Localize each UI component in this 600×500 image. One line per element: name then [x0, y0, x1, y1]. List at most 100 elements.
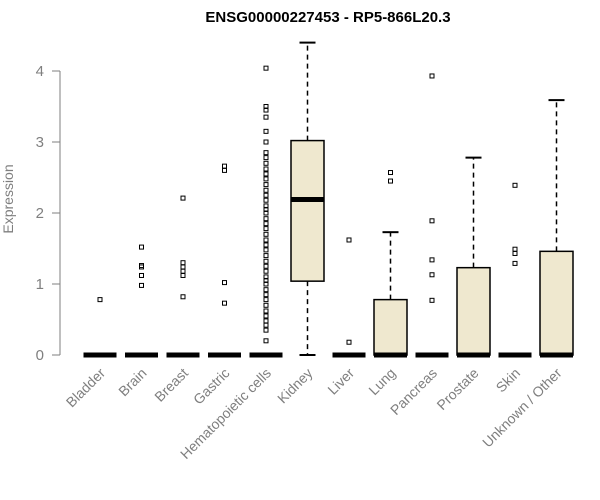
y-tick-label: 2	[36, 205, 44, 222]
outlier-point	[97, 297, 103, 303]
outlier-point	[263, 308, 269, 314]
outlier-point	[346, 339, 352, 345]
box-unknown-other	[539, 99, 574, 358]
outlier-point	[263, 274, 269, 280]
box-pancreas	[415, 73, 449, 358]
outlier-point	[263, 297, 269, 303]
box-body	[373, 298, 408, 356]
outlier-point	[263, 237, 269, 243]
outlier-point	[346, 237, 352, 243]
outlier-point	[222, 167, 227, 173]
outlier-point	[388, 178, 393, 184]
box-body	[290, 139, 325, 282]
outlier-point	[263, 65, 269, 71]
box-body	[456, 266, 491, 356]
outlier-point	[263, 216, 269, 222]
x-tick-label: Lung	[365, 365, 398, 398]
outlier-point	[512, 182, 518, 188]
outlier-point	[263, 287, 269, 293]
boxes	[83, 41, 574, 358]
outlier-point	[263, 327, 269, 333]
y-tick-label: 4	[36, 63, 44, 80]
y-tick-label: 3	[36, 134, 44, 151]
outlier-point	[263, 128, 269, 134]
outlier-point	[429, 272, 435, 278]
outlier-point	[180, 195, 186, 201]
y-tick-label: 0	[36, 347, 44, 364]
outlier-point	[263, 322, 269, 328]
x-tick-label: Unknown / Other	[479, 365, 565, 451]
outlier-point	[263, 187, 269, 193]
outlier-point	[263, 176, 269, 182]
outlier-point	[139, 272, 144, 278]
outlier-point	[263, 197, 269, 203]
outlier-point	[222, 163, 227, 169]
outlier-point	[263, 318, 269, 324]
x-tick-label: Skin	[493, 365, 524, 396]
outlier-point	[263, 242, 269, 248]
outlier-point	[263, 247, 269, 253]
outlier-point	[263, 338, 269, 344]
outlier-point	[512, 260, 518, 266]
outlier-point	[429, 297, 435, 303]
outlier-point	[263, 139, 269, 145]
outlier-point	[263, 155, 269, 161]
outlier-point	[139, 264, 144, 270]
x-tick-label: Kidney	[274, 365, 316, 407]
box-body	[539, 250, 574, 356]
box-liver	[332, 237, 366, 358]
outlier-point	[263, 150, 269, 156]
outlier-point	[263, 221, 269, 227]
box-bladder	[83, 297, 117, 358]
y-axis: 0 1 2 3 4	[36, 63, 61, 364]
y-axis-label: Expression	[0, 164, 16, 233]
outlier-point	[222, 280, 227, 286]
outlier-point	[139, 282, 144, 288]
x-tick-label: Prostate	[433, 365, 481, 413]
outlier-point	[263, 160, 269, 166]
outlier-point	[429, 257, 435, 263]
outlier-point	[222, 300, 227, 306]
outlier-point	[388, 170, 393, 176]
x-tick-label: Liver	[324, 365, 357, 398]
outlier-point	[180, 260, 186, 266]
y-tick-label: 1	[36, 276, 44, 293]
outlier-point	[263, 268, 269, 274]
outlier-point	[263, 313, 269, 319]
box-gastric	[208, 163, 241, 358]
box-lung	[373, 170, 408, 358]
box-breast	[166, 195, 200, 358]
outlier-point	[263, 171, 269, 177]
outlier-point	[263, 166, 269, 172]
outlier-point	[263, 203, 269, 209]
outlier-point	[263, 226, 269, 232]
outlier-point	[429, 73, 435, 79]
outlier-point	[180, 264, 186, 270]
outlier-point	[263, 231, 269, 237]
outlier-point	[139, 244, 144, 250]
x-tick-label: Brain	[115, 365, 149, 399]
outlier-point	[263, 258, 269, 264]
outlier-point	[512, 250, 518, 256]
box-kidney	[290, 41, 325, 356]
x-tick-label: Bladder	[63, 365, 109, 411]
outlier-point	[263, 302, 269, 308]
outlier-point	[180, 272, 186, 278]
chart-title: ENSG00000227453 - RP5-866L20.3	[205, 9, 450, 26]
box-skin	[498, 182, 532, 358]
outlier-point	[263, 104, 269, 109]
outlier-point	[263, 253, 269, 259]
outlier-point	[429, 218, 435, 224]
x-tick-label: Breast	[151, 365, 191, 405]
box-hematopoietic-cells	[249, 65, 283, 358]
outlier-point	[263, 182, 269, 188]
outlier-point	[512, 246, 518, 252]
outlier-point	[139, 263, 144, 269]
outlier-point	[180, 294, 186, 300]
outlier-point	[263, 292, 269, 298]
outlier-point	[263, 263, 269, 269]
outlier-point	[263, 114, 269, 120]
outlier-point	[180, 268, 186, 274]
outlier-point	[263, 192, 269, 198]
